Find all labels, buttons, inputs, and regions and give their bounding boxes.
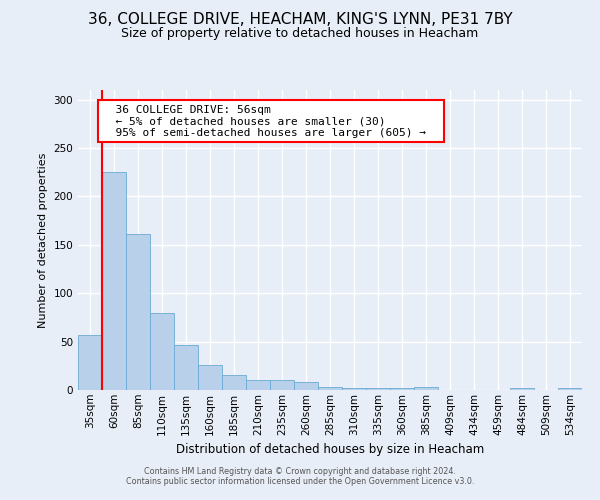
Bar [78, 335, 102, 390]
Bar [102, 172, 126, 390]
Text: Contains public sector information licensed under the Open Government Licence v3: Contains public sector information licen… [126, 477, 474, 486]
Y-axis label: Number of detached properties: Number of detached properties [38, 152, 48, 328]
Bar [318, 387, 342, 390]
Text: Size of property relative to detached houses in Heacham: Size of property relative to detached ho… [121, 28, 479, 40]
Bar [270, 380, 294, 390]
Text: Contains HM Land Registry data © Crown copyright and database right 2024.: Contains HM Land Registry data © Crown c… [144, 467, 456, 476]
Bar [558, 388, 582, 390]
Bar [342, 388, 366, 390]
Bar [414, 387, 438, 390]
Bar [246, 380, 270, 390]
Bar [198, 365, 222, 390]
Text: 36 COLLEGE DRIVE: 56sqm  
  ← 5% of detached houses are smaller (30)  
  95% of : 36 COLLEGE DRIVE: 56sqm ← 5% of detached… [102, 104, 439, 138]
X-axis label: Distribution of detached houses by size in Heacham: Distribution of detached houses by size … [176, 443, 484, 456]
Bar [174, 344, 198, 390]
Bar [222, 374, 246, 390]
Bar [390, 388, 414, 390]
Bar [510, 388, 534, 390]
Text: 36, COLLEGE DRIVE, HEACHAM, KING'S LYNN, PE31 7BY: 36, COLLEGE DRIVE, HEACHAM, KING'S LYNN,… [88, 12, 512, 28]
Bar [366, 388, 390, 390]
Bar [150, 312, 174, 390]
Bar [294, 382, 318, 390]
Bar [126, 234, 150, 390]
